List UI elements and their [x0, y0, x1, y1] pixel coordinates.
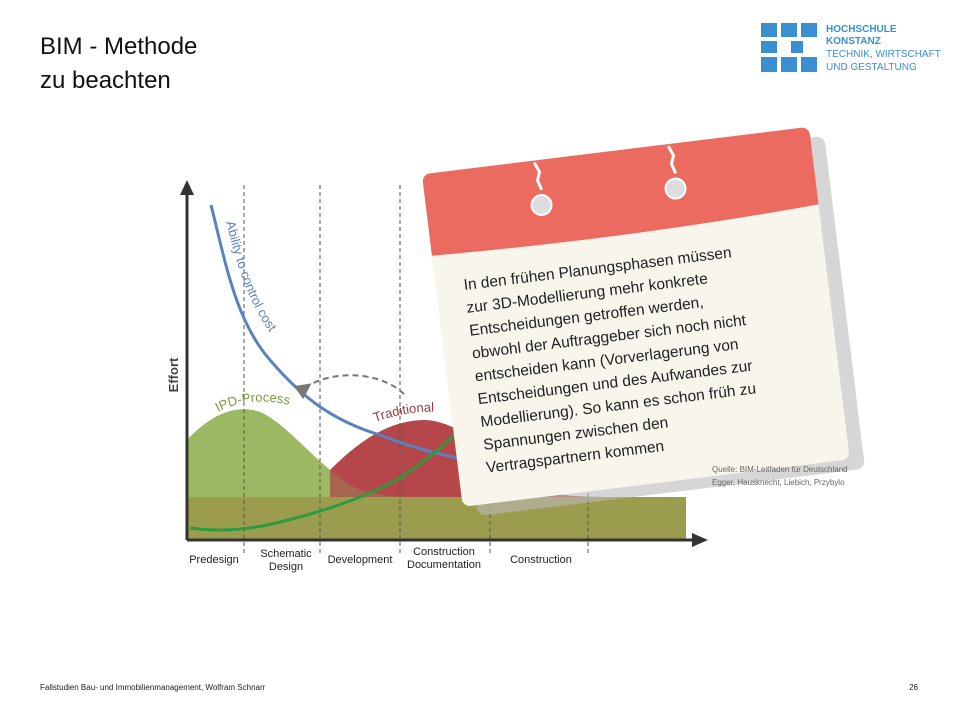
- y-axis-arrow: [180, 180, 194, 195]
- ipd-overlap: [187, 409, 420, 497]
- phase-label: Construction: [510, 554, 572, 566]
- page-number: 26: [909, 683, 918, 692]
- phase-label: Development: [327, 554, 393, 566]
- phase-label: Schematic Design: [260, 548, 312, 573]
- ipd-effort-curve: [189, 418, 472, 532]
- note-card: In den frühen Planungsphasen müssen zur …: [422, 127, 865, 516]
- source: Egger, Hausknecht, Liebich, Przybylo: [712, 478, 845, 487]
- slide-title: BIM - Methode zu beachten: [40, 30, 197, 98]
- source: Quelle: BIM-Leitfaden für Deutschland: [712, 465, 848, 474]
- logo: HOCHSCHULE KONSTANZ TECHNIK, WIRTSCHAFT …: [761, 23, 941, 73]
- y-axis-label: Effort: [166, 357, 181, 392]
- shift-arrow: [293, 374, 406, 400]
- phase-label: Predesign: [189, 554, 239, 566]
- phase-label: Construction Documentation: [407, 546, 481, 571]
- curve-label: Ability to control cost: [223, 219, 280, 334]
- base-area: [187, 497, 686, 540]
- title-line: BIM - Methode: [40, 33, 198, 60]
- logo-text: UND GESTALTUNG: [826, 62, 917, 73]
- logo-text: TECHNIK, WIRTSCHAFT: [826, 49, 941, 60]
- logo-text: HOCHSCHULE: [826, 24, 897, 35]
- logo-text: KONSTANZ: [826, 36, 881, 47]
- x-axis-arrow: [692, 533, 708, 547]
- curve-label-path: Ability to control cost: [223, 219, 280, 334]
- title-line: zu beachten: [40, 67, 171, 94]
- footer-text: Fallstudien Bau- und Immobilienmanagemen…: [40, 683, 266, 692]
